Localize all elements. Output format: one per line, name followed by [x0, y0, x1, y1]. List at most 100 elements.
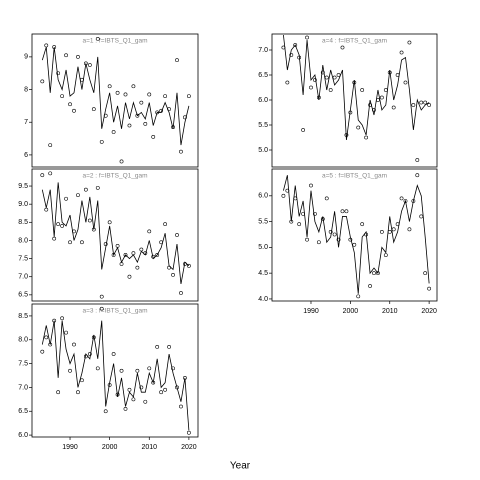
observation	[419, 100, 424, 105]
observation	[167, 345, 171, 349]
x-tick-label: 2010	[382, 308, 398, 315]
observation	[72, 108, 76, 113]
observation	[316, 95, 321, 100]
y-tick-label: 5.0	[258, 244, 268, 251]
y-tick-label: 7.0	[18, 384, 28, 391]
observation	[119, 159, 124, 164]
x-axis-label: Year	[230, 461, 251, 472]
fit-line	[283, 34, 430, 141]
observation	[403, 199, 408, 203]
y-tick-label: 8.5	[18, 219, 28, 226]
observation	[123, 253, 128, 257]
observation	[83, 354, 88, 359]
observation	[127, 274, 132, 279]
observation	[76, 54, 80, 59]
observation	[372, 108, 376, 112]
observation	[427, 286, 432, 291]
observation	[399, 50, 404, 55]
observation	[80, 77, 84, 82]
observation	[163, 94, 168, 98]
observation	[76, 193, 80, 198]
observation	[419, 214, 424, 219]
observation	[139, 100, 144, 105]
observation	[391, 105, 396, 110]
observation	[336, 73, 341, 77]
observation	[179, 404, 183, 409]
observation	[403, 80, 408, 85]
observation	[64, 196, 68, 201]
observation	[344, 209, 349, 214]
observation	[48, 143, 53, 148]
observation	[60, 224, 65, 228]
observation	[379, 230, 384, 234]
observation	[151, 380, 156, 385]
observation	[123, 406, 128, 411]
panel-title: a=5 : f=IBTS_Q1_gam	[322, 173, 387, 180]
y-tick-label: 4.0	[258, 296, 268, 303]
y-tick-label: 9	[24, 54, 28, 61]
observation	[332, 75, 337, 80]
y-tick-label: 4.5	[258, 270, 268, 277]
observation	[72, 229, 76, 234]
observation	[159, 108, 164, 113]
observation	[107, 383, 112, 387]
observation	[111, 130, 116, 134]
observation	[316, 240, 321, 245]
observation	[179, 291, 183, 295]
y-tick-label: 9.0	[18, 201, 28, 208]
observation	[127, 387, 132, 392]
observation	[183, 115, 187, 120]
observation	[107, 220, 112, 225]
observation	[186, 94, 191, 98]
observation	[155, 253, 160, 257]
y-tick-label: 6.5	[18, 408, 28, 415]
observation	[147, 366, 152, 371]
observation	[376, 98, 380, 102]
observation	[411, 199, 416, 203]
observation	[289, 219, 294, 224]
observation	[340, 45, 345, 50]
y-tick-label: 7.0	[18, 274, 28, 281]
y-tick-label: 5.5	[258, 122, 268, 129]
observation	[143, 121, 148, 126]
observation	[352, 242, 357, 247]
observation	[171, 366, 175, 371]
y-tick-label: 7.5	[18, 360, 28, 367]
observation	[175, 233, 179, 237]
y-tick-label: 6	[24, 152, 28, 159]
observation	[332, 232, 337, 237]
observation	[171, 125, 175, 130]
fit-line	[41, 320, 190, 431]
panel-title: a=1 : f=IBTS_Q1_gam	[82, 38, 147, 45]
observation	[293, 196, 298, 201]
observation	[313, 78, 317, 82]
x-tick-label: 2020	[421, 308, 437, 315]
observation	[395, 73, 400, 77]
observation	[171, 272, 175, 277]
panel-title: a=4 : f=IBTS_Q1_gam	[322, 38, 387, 45]
observation	[151, 254, 156, 259]
observation	[52, 45, 57, 49]
observation	[324, 196, 329, 201]
observation	[368, 284, 372, 288]
observation	[423, 100, 428, 105]
observation	[320, 217, 325, 221]
y-tick-label: 7	[24, 119, 28, 126]
x-tick-label: 2000	[343, 308, 359, 315]
observation	[80, 378, 84, 383]
y-tick-label: 6.0	[258, 97, 268, 104]
observation	[44, 43, 49, 48]
observation	[64, 53, 68, 58]
observation	[305, 35, 309, 40]
observation	[115, 392, 120, 397]
observation	[44, 207, 49, 212]
observation	[297, 55, 302, 60]
observation	[155, 110, 160, 115]
observation	[293, 43, 298, 47]
observation	[83, 187, 88, 192]
observation	[68, 368, 72, 373]
observation	[48, 342, 53, 347]
y-tick-label: 8.0	[18, 337, 28, 344]
y-tick-label: 5.5	[258, 218, 268, 225]
